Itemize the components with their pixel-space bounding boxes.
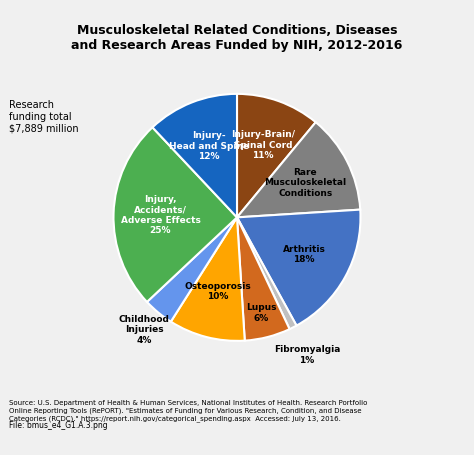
Text: Childhood
Injuries
4%: Childhood Injuries 4%	[118, 315, 170, 344]
Text: Injury,
Accidents/
Adverse Effects
25%: Injury, Accidents/ Adverse Effects 25%	[120, 195, 201, 235]
Title: Musculoskeletal Related Conditions, Diseases
and Research Areas Funded by NIH, 2: Musculoskeletal Related Conditions, Dise…	[71, 24, 403, 52]
Text: Injury-Brain/
Spinal Cord
11%: Injury-Brain/ Spinal Cord 11%	[231, 131, 295, 160]
Text: File: bmus_e4_G1.A.3.png: File: bmus_e4_G1.A.3.png	[9, 421, 108, 430]
Wedge shape	[237, 210, 361, 326]
Text: Osteoporosis
10%: Osteoporosis 10%	[184, 282, 251, 301]
Wedge shape	[237, 122, 360, 217]
Text: Source: U.S. Department of Health & Human Services, National Institutes of Healt: Source: U.S. Department of Health & Huma…	[9, 400, 368, 422]
Wedge shape	[237, 94, 316, 217]
Wedge shape	[147, 217, 237, 322]
Text: Lupus
6%: Lupus 6%	[246, 303, 277, 323]
Wedge shape	[113, 127, 237, 302]
Text: Research
funding total
$7,889 million: Research funding total $7,889 million	[9, 100, 79, 133]
Text: Rare
Musculoskeletal
Conditions: Rare Musculoskeletal Conditions	[264, 168, 346, 197]
Wedge shape	[237, 217, 297, 329]
Wedge shape	[153, 94, 237, 217]
Text: Fibromyalgia
1%: Fibromyalgia 1%	[274, 345, 340, 364]
Wedge shape	[237, 217, 290, 341]
Text: Arthritis
18%: Arthritis 18%	[283, 244, 326, 264]
Wedge shape	[171, 217, 245, 341]
Text: Injury-
Head and Spine
12%: Injury- Head and Spine 12%	[169, 131, 249, 161]
